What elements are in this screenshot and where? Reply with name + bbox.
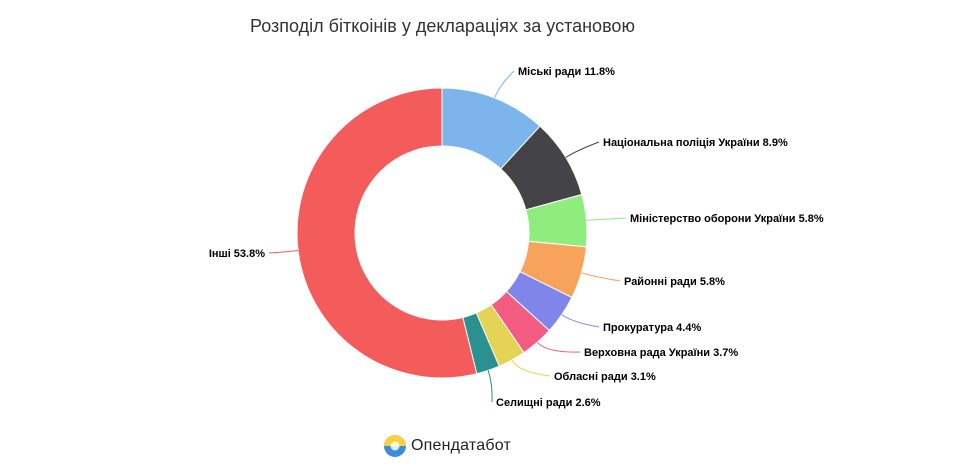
- data-label-1: Міські ради 11.8%: [518, 66, 615, 78]
- data-label-8: Селищні ради 2.6%: [496, 397, 601, 409]
- labels-group: Міські ради 11.8% Національна поліція Укр…: [209, 66, 824, 409]
- chart-title: Розподіл біткоінів у деклараціях за уста…: [250, 16, 635, 36]
- data-label-5: Прокуратура 4.4%: [603, 322, 701, 334]
- data-label-4: Районні ради 5.8%: [624, 276, 725, 288]
- connector-9: [268, 250, 299, 254]
- data-label-7: Обласні ради 3.1%: [554, 371, 656, 383]
- connector-4: [581, 272, 621, 282]
- slices-group: [296, 87, 588, 379]
- connector-6: [536, 341, 581, 353]
- brand-name: Опендатабот: [411, 437, 512, 454]
- data-label-3: Міністерство оборони України 5.8%: [630, 213, 824, 225]
- data-label-9: Інші 53.8%: [209, 248, 265, 260]
- opendatabot-logo-icon: [384, 435, 406, 457]
- connector-2: [565, 141, 600, 158]
- brand-logo: Опендатабот: [383, 433, 511, 459]
- data-label-2: Національна поліція України 8.9%: [603, 137, 788, 149]
- connector-1: [494, 70, 515, 99]
- connector-7: [511, 359, 551, 377]
- connector-8: [487, 370, 493, 403]
- connectors-group: [268, 70, 627, 403]
- connector-3: [586, 217, 627, 221]
- connector-5: [561, 314, 600, 328]
- slice-9[interactable]: [296, 87, 478, 379]
- data-label-6: Верховна рада України 3.7%: [584, 347, 738, 359]
